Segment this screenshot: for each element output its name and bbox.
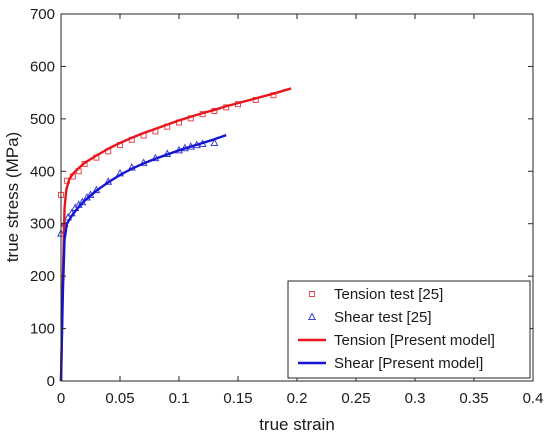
legend-label: Shear test [25] xyxy=(334,309,432,326)
y-axis: 0 100 200 300 400 500 600 700 xyxy=(30,6,533,390)
legend: Tension test [25] Shear test [25] Tension … xyxy=(287,280,531,379)
y-tick-label: 400 xyxy=(30,163,55,180)
x-axis: 0 0.05 0.1 0.15 0.2 0.25 0.3 0.35 0.4 xyxy=(57,14,544,407)
y-axis-label: true stress (MPa) xyxy=(3,132,22,262)
legend-label: Tension test [25] xyxy=(334,286,443,303)
x-tick-label: 0.15 xyxy=(223,390,252,407)
legend-item: Shear [Present model] xyxy=(298,355,483,372)
x-axis-label: true strain xyxy=(259,415,335,434)
legend-item: Tension [Present model] xyxy=(298,332,495,349)
legend-box xyxy=(287,280,531,379)
x-tick-label: 0.1 xyxy=(169,390,190,407)
legend-item: Shear test [25] xyxy=(307,309,432,326)
x-tick-label: 0 xyxy=(57,390,65,407)
x-tick-label: 0.3 xyxy=(405,390,426,407)
legend-item: Tension test [25] xyxy=(309,286,443,303)
legend-label: Tension [Present model] xyxy=(334,332,495,349)
y-tick-label: 700 xyxy=(30,6,55,23)
y-tick-label: 500 xyxy=(30,111,55,128)
legend-marker-swatch xyxy=(307,312,317,320)
legend-label: Shear [Present model] xyxy=(334,355,483,372)
y-tick-label: 200 xyxy=(30,268,55,285)
y-tick-label: 300 xyxy=(30,216,55,233)
y-tick-label: 600 xyxy=(30,58,55,75)
data-point xyxy=(210,138,219,146)
x-tick-label: 0.2 xyxy=(287,390,308,407)
plot-area xyxy=(56,87,292,382)
series-2 xyxy=(59,87,292,382)
y-tick-label: 0 xyxy=(47,373,55,390)
series-line xyxy=(59,133,227,382)
legend-marker-swatch xyxy=(309,291,315,297)
x-tick-label: 0.4 xyxy=(523,390,544,407)
x-tick-label: 0.05 xyxy=(105,390,134,407)
x-tick-label: 0.25 xyxy=(341,390,370,407)
series-line xyxy=(59,87,292,382)
x-tick-label: 0.35 xyxy=(459,390,488,407)
series-3 xyxy=(59,133,227,382)
y-tick-label: 100 xyxy=(30,321,55,338)
